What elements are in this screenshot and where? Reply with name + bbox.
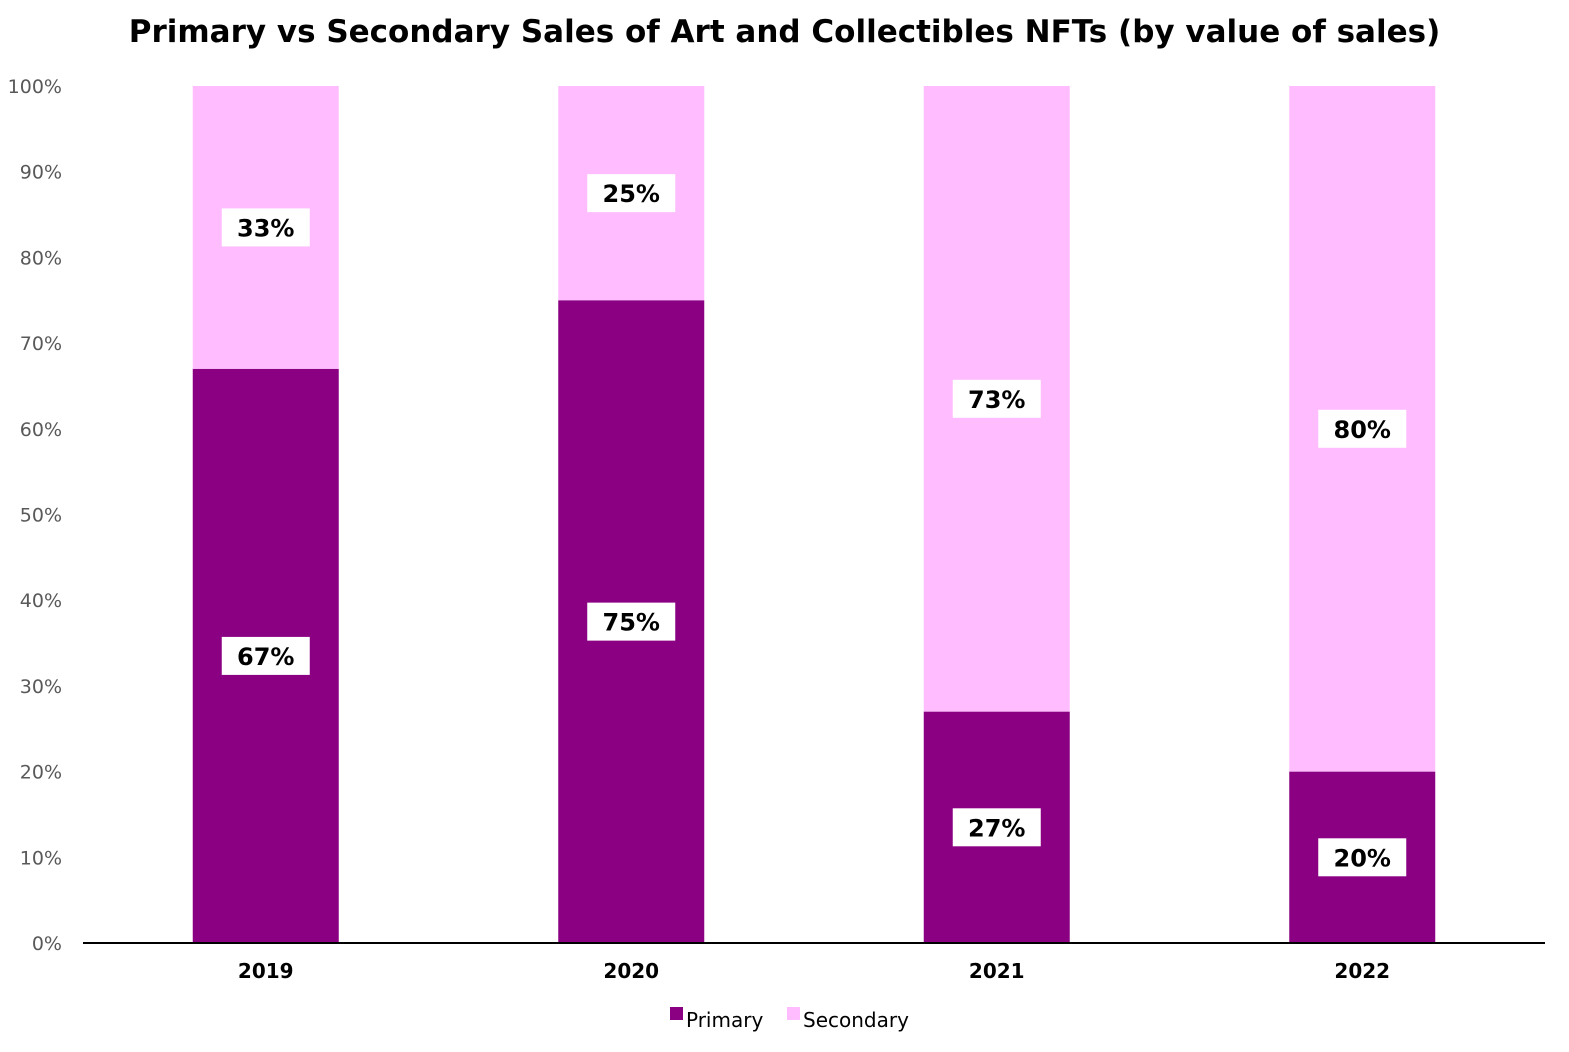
y-tick-label: 50% (20, 505, 62, 527)
data-label-box (952, 808, 1041, 847)
legend-label-secondary: Secondary (803, 1008, 909, 1032)
y-tick-label: 30% (20, 676, 62, 698)
data-label-box (587, 174, 676, 213)
x-tick-label: 2019 (238, 959, 294, 983)
data-label-box (1318, 838, 1407, 877)
data-label: 33% (237, 214, 294, 242)
y-tick-label: 0% (32, 933, 62, 955)
y-tick-label: 100% (8, 76, 62, 98)
x-tick-label: 2020 (603, 959, 659, 983)
chart-title: Primary vs Secondary Sales of Art and Co… (128, 14, 1441, 50)
legend-swatch-primary (670, 1007, 683, 1020)
x-tick-label: 2022 (1334, 959, 1390, 983)
data-label: 75% (603, 609, 660, 637)
y-tick-label: 70% (20, 333, 62, 355)
bars (192, 86, 1436, 943)
data-label: 25% (603, 180, 660, 208)
data-label: 27% (968, 814, 1025, 842)
data-label: 80% (1334, 416, 1391, 444)
data-label: 67% (237, 643, 294, 671)
data-label-box (587, 602, 676, 641)
data-labels: 67% 33% 75% 25% 27% 73% 20% 80% (221, 174, 1407, 877)
data-label-box (221, 208, 310, 247)
y-tick-label: 40% (20, 590, 62, 612)
data-label-box (952, 379, 1041, 418)
data-label: 73% (968, 386, 1025, 414)
legend-swatch-secondary (787, 1007, 800, 1020)
y-tick-label: 20% (20, 762, 62, 784)
data-label-box (221, 636, 310, 675)
y-tick-label: 60% (20, 419, 62, 441)
legend: Primary Secondary (670, 1007, 909, 1032)
y-tick-label: 10% (20, 847, 62, 869)
y-tick-label: 90% (20, 162, 62, 184)
y-tick-label: 80% (20, 247, 62, 269)
legend-label-primary: Primary (686, 1008, 763, 1032)
data-label: 20% (1334, 844, 1391, 872)
x-tick-label: 2021 (969, 959, 1025, 983)
x-axis: 2019 2020 2021 2022 (238, 959, 1390, 983)
y-axis: 0% 10% 20% 30% 40% 50% 60% 70% 80% 90% 100% (8, 76, 62, 955)
data-label-box (1318, 409, 1407, 448)
